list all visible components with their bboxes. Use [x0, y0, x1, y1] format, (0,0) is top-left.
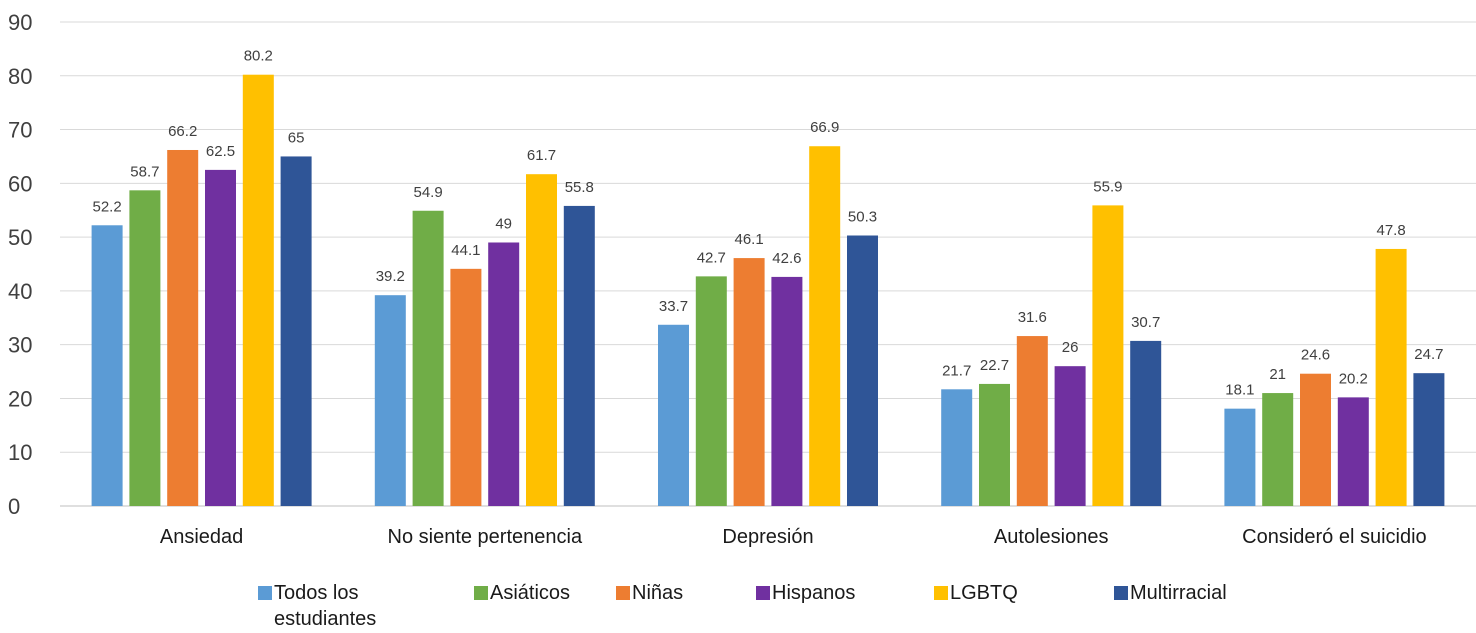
legend-label: Niñas — [632, 582, 684, 604]
data-label: 24.7 — [1414, 346, 1443, 363]
legend-swatch — [258, 586, 272, 600]
bar — [242, 74, 274, 507]
data-label: 22.7 — [980, 357, 1009, 374]
bar — [91, 225, 123, 506]
data-label: 58.7 — [130, 163, 159, 180]
bar — [1262, 393, 1294, 506]
bar — [847, 235, 878, 506]
x-category-label: Autolesiones — [994, 526, 1109, 548]
data-label: 66.9 — [810, 119, 839, 136]
legend-label: Multirracial — [1130, 582, 1227, 604]
bar — [1016, 336, 1048, 506]
legend-label: Hispanos — [772, 582, 856, 604]
data-label: 55.9 — [1093, 178, 1122, 195]
legend-label: Asiáticos — [490, 582, 571, 604]
legend-item-multirracial: Multirracial — [1114, 580, 1227, 606]
data-label: 52.2 — [92, 198, 121, 215]
legend-swatch — [756, 586, 770, 600]
x-category-label: Depresión — [722, 526, 813, 548]
y-axis-ticks: 0 10 20 30 40 50 60 70 80 90 — [8, 10, 32, 519]
legend: Todos los estudiantes Asiáticos Niñas Hi… — [258, 580, 1358, 632]
data-label: 26 — [1062, 339, 1079, 356]
data-label: 20.2 — [1339, 370, 1368, 387]
data-label: 44.1 — [451, 242, 480, 259]
data-label: 31.6 — [1018, 309, 1047, 326]
bar — [1092, 205, 1124, 507]
x-category-label: Consideró el suicidio — [1242, 526, 1427, 548]
y-tick-label: 30 — [8, 333, 32, 358]
legend-label: LGBTQ — [950, 582, 1018, 604]
y-tick-label: 90 — [8, 10, 32, 35]
bar — [374, 295, 406, 506]
bar — [450, 268, 482, 506]
bar — [488, 242, 520, 506]
data-label: 62.5 — [206, 143, 235, 160]
data-label: 42.7 — [697, 249, 726, 266]
data-label: 54.9 — [413, 184, 442, 201]
bar — [526, 174, 557, 507]
data-label: 55.8 — [565, 179, 594, 196]
x-category-label: Ansiedad — [160, 526, 243, 548]
data-label: 39.2 — [376, 268, 405, 285]
data-label: 21.7 — [942, 362, 971, 379]
legend-swatch — [616, 586, 630, 600]
y-tick-label: 0 — [8, 494, 20, 519]
bar — [1130, 340, 1162, 506]
data-label: 49 — [495, 215, 512, 232]
bar — [1054, 366, 1086, 506]
data-label: 66.2 — [168, 123, 197, 140]
bar — [695, 276, 727, 506]
bar — [563, 205, 595, 507]
data-label: 80.2 — [244, 48, 273, 65]
bar — [1337, 397, 1369, 506]
data-label: 46.1 — [734, 231, 763, 248]
y-tick-label: 10 — [8, 440, 32, 465]
data-label: 24.6 — [1301, 347, 1330, 364]
legend-item-asiaticos: Asiáticos — [474, 580, 570, 606]
bar — [809, 146, 841, 506]
data-label: 47.8 — [1376, 222, 1405, 239]
x-axis-categories: Ansiedad No siente pertenencia Depresión Au… — [160, 526, 1427, 548]
data-label: 65 — [288, 129, 305, 146]
legend-item-ninas: Niñas — [616, 580, 683, 606]
bar — [412, 210, 444, 506]
bar — [1224, 408, 1256, 506]
legend-item-lgbtq: LGBTQ — [934, 580, 1018, 606]
bar — [129, 190, 161, 506]
bar — [205, 169, 236, 506]
bar — [1375, 248, 1407, 507]
data-label: 50.3 — [848, 208, 877, 225]
data-labels: 52.2 58.7 66.2 62.5 80.2 65 39.2 54.9 44.1 49 61.7… — [92, 48, 1443, 399]
y-tick-label: 60 — [8, 171, 32, 196]
bar — [280, 156, 312, 506]
y-tick-label: 80 — [8, 64, 32, 89]
bar — [941, 389, 973, 506]
data-label: 42.6 — [772, 250, 801, 267]
y-tick-label: 20 — [8, 386, 32, 411]
bar — [979, 383, 1010, 506]
bar — [1300, 373, 1331, 506]
data-label: 18.1 — [1225, 382, 1254, 399]
x-category-label: No siente pertenencia — [388, 526, 583, 548]
bar — [1413, 373, 1445, 506]
legend-item-hispanos: Hispanos — [756, 580, 855, 606]
data-label: 21 — [1269, 366, 1286, 383]
bar — [771, 276, 803, 506]
bar — [167, 149, 199, 507]
y-tick-label: 40 — [8, 279, 32, 304]
data-label: 33.7 — [659, 298, 688, 315]
data-label: 61.7 — [527, 147, 556, 164]
y-tick-label: 50 — [8, 225, 32, 250]
legend-swatch — [1114, 586, 1128, 600]
legend-item-todos: Todos los estudiantes — [258, 580, 428, 632]
bar — [733, 258, 765, 506]
bar — [658, 324, 689, 506]
data-label: 30.7 — [1131, 314, 1160, 331]
legend-label: Todos los estudiantes — [274, 582, 377, 630]
legend-swatch — [934, 586, 948, 600]
y-tick-label: 70 — [8, 118, 32, 143]
legend-swatch — [474, 586, 488, 600]
bar-chart: 0 10 20 30 40 50 60 70 80 90 52.2 58.7 66.2 62.5 80.2… — [8, 10, 1476, 548]
bars — [91, 74, 1445, 507]
